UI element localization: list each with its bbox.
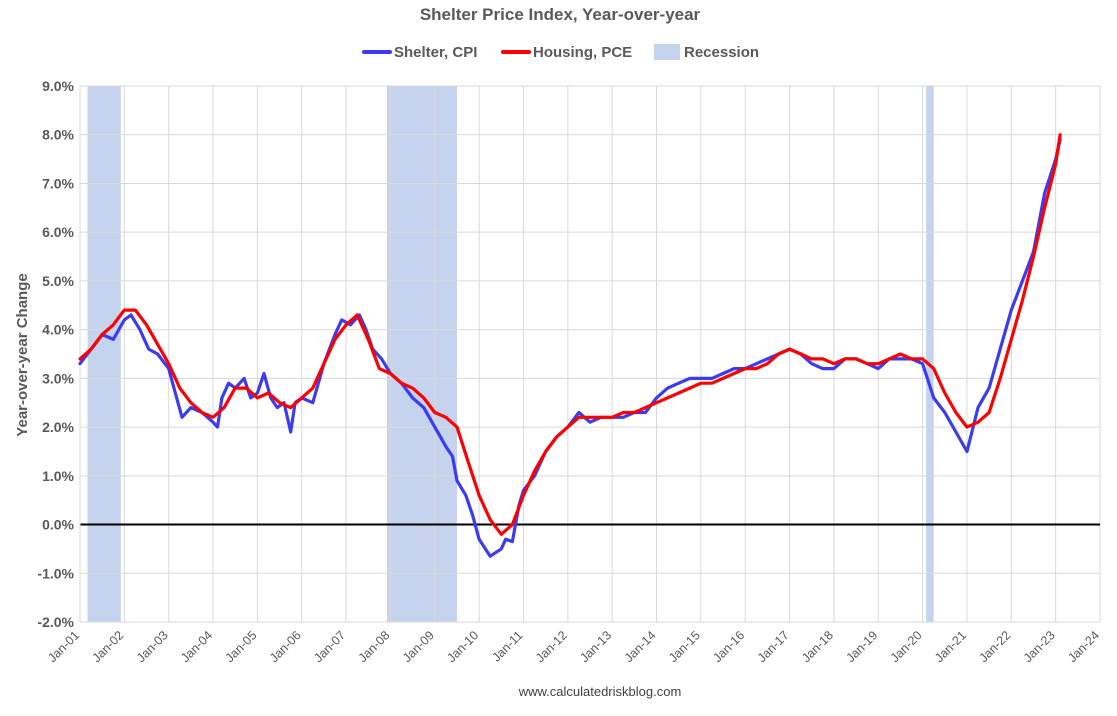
y-tick-label: -1.0% [37,565,74,581]
chart-title: Shelter Price Index, Year-over-year [420,5,701,24]
y-tick-label: 2.0% [42,419,74,435]
recession-band [926,86,934,622]
legend: Shelter, CPI Housing, PCE Recession [362,44,759,61]
y-tick-label: 4.0% [42,322,74,338]
x-tick-label: Jan-17 [755,628,792,665]
x-tick-label: Jan-05 [223,628,260,665]
recession-band [87,86,121,622]
y-tick-label: -2.0% [37,614,74,630]
x-tick-label: Jan-06 [267,628,304,665]
x-tick-label: Jan-02 [90,628,127,665]
x-tick-label: Jan-22 [976,628,1013,665]
x-tick-label: Jan-10 [444,628,481,665]
axes: -2.0% -1.0% 0.0% 1.0% 2.0% 3.0% 4.0% 5.0% 6.0% 7.… [37,78,1102,665]
x-tick-label: Jan-09 [400,628,437,665]
y-tick-label: 1.0% [42,468,74,484]
x-tick-label: Jan-08 [356,628,393,665]
x-tick-label: Jan-04 [178,628,215,665]
recession-bands [87,86,934,622]
x-tick-label: Jan-16 [710,628,747,665]
y-tick-label: 3.0% [42,370,74,386]
y-tick-label: 8.0% [42,127,74,143]
y-tick-label: 5.0% [42,273,74,289]
x-tick-label: Jan-19 [843,628,880,665]
x-tick-label: Jan-07 [311,628,348,665]
x-tick-label: Jan-13 [577,628,614,665]
x-tick-label: Jan-23 [1021,628,1058,665]
legend-recession-label: Recession [684,44,759,61]
x-tick-label: Jan-14 [622,628,659,665]
x-tick-label: Jan-12 [533,628,570,665]
source-credit: www.calculatedriskblog.com [518,684,682,699]
recession-band [386,86,457,622]
x-tick-label: Jan-03 [134,628,171,665]
legend-recession-swatch [654,44,680,60]
y-tick-label: 9.0% [42,78,74,94]
x-tick-label: Jan-18 [799,628,836,665]
legend-housing-pce-label: Housing, PCE [533,44,632,61]
y-tick-label: 0.0% [42,517,74,533]
series-line-housing-pce [78,133,1062,536]
x-tick-label: Jan-15 [666,628,703,665]
x-tick-label: Jan-01 [45,628,82,665]
gridlines [79,85,1101,623]
x-tick-label: Jan-21 [932,628,969,665]
y-axis-label: Year-over-year Change [14,273,31,436]
x-tick-label: Jan-24 [1065,628,1102,665]
x-tick-label: Jan-20 [888,628,925,665]
series-line-shelter-cpi [78,138,1062,558]
y-tick-label: 7.0% [42,175,74,191]
data-series [78,133,1062,558]
y-tick-label: 6.0% [42,224,74,240]
legend-shelter-cpi-label: Shelter, CPI [394,44,477,61]
x-tick-label: Jan-11 [489,628,525,664]
